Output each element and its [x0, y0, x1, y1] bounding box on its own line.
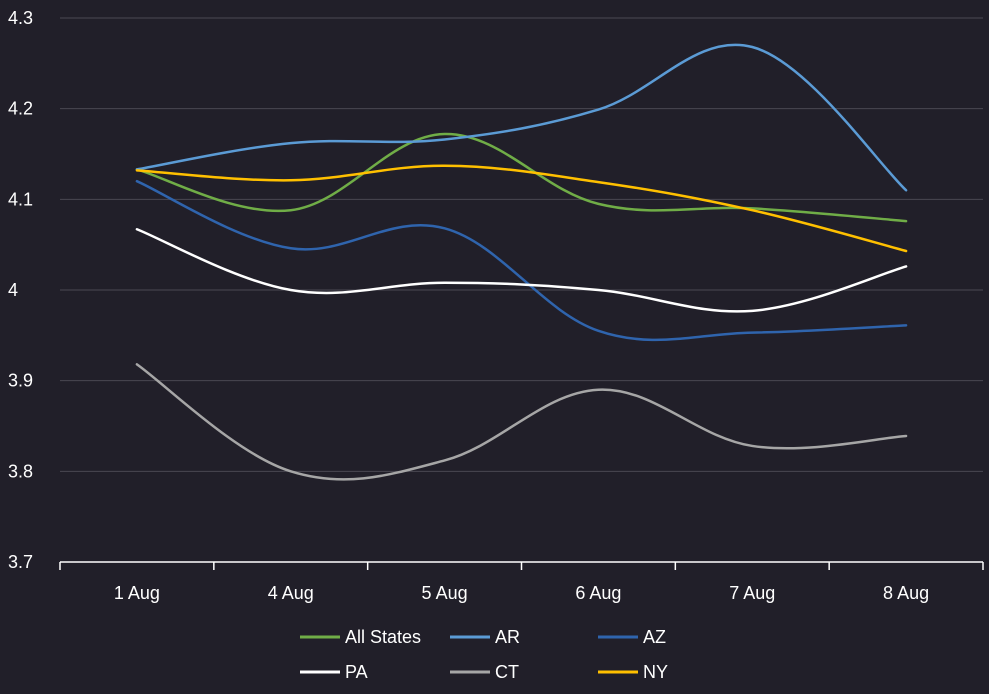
y-tick-label: 3.8 [8, 461, 33, 481]
x-tick-label: 8 Aug [883, 583, 929, 603]
axes: 3.7 3.8 3.9 4 4.1 4.2 4.3 1 Aug 4 Aug 5 Aug 6 Aug 7… [8, 8, 984, 603]
x-tick-label: 6 Aug [575, 583, 621, 603]
legend-label: PA [345, 662, 368, 682]
y-tick-label: 4 [8, 280, 18, 300]
legend-item-az: AZ [598, 627, 666, 647]
legend-label: NY [643, 662, 668, 682]
legend-label: CT [495, 662, 519, 682]
series-lines [135, 43, 908, 481]
x-tick-label: 1 Aug [114, 583, 160, 603]
series-line-ar [135, 43, 908, 192]
y-tick-label: 3.7 [8, 552, 33, 572]
series-line-az [135, 179, 908, 342]
x-tick-label: 5 Aug [422, 583, 468, 603]
legend-label: AZ [643, 627, 666, 647]
legend-label: All States [345, 627, 421, 647]
y-tick-label: 4.1 [8, 189, 33, 209]
series-line-ny [135, 164, 908, 253]
legend-item-ny: NY [598, 662, 668, 682]
x-tick-label: 4 Aug [268, 583, 314, 603]
series-line-all-states [135, 132, 908, 223]
series-line-pa [135, 228, 908, 313]
legend-label: AR [495, 627, 520, 647]
x-tick-label: 7 Aug [729, 583, 775, 603]
legend-item-ct: CT [450, 662, 519, 682]
y-tick-label: 3.9 [8, 371, 33, 391]
legend-item-pa: PA [300, 662, 368, 682]
gridlines [60, 17, 983, 472]
legend-item-ar: AR [450, 627, 520, 647]
y-tick-label: 4.2 [8, 99, 33, 119]
series-line-ct [135, 363, 908, 481]
y-tick-label: 4.3 [8, 8, 33, 28]
legend-item-all-states: All States [300, 627, 421, 647]
legend: All States AR AZ PA CT NY [300, 627, 668, 682]
